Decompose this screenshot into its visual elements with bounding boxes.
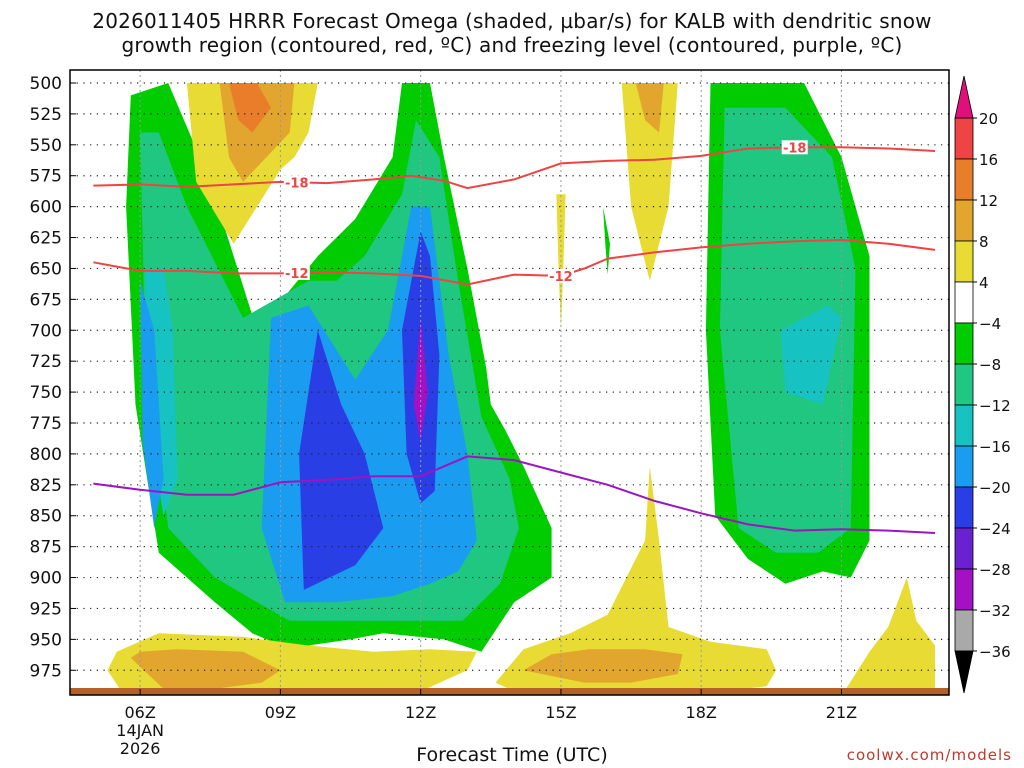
ground-strip [70, 688, 949, 695]
colorbar-band--24-to--20 [954, 486, 974, 529]
contour-label-dgz_top-2: -18 [783, 141, 807, 156]
colorbar-label-3: 8 [979, 233, 989, 251]
omega-region-violet-7 [413, 317, 428, 442]
y-tick-label-925: 925 [30, 599, 62, 619]
colorbar-label-13: −36 [979, 643, 1011, 661]
colorbar-under-arrow [954, 650, 974, 694]
contour-label-bg [283, 265, 310, 280]
colorbar-band--20-to--16 [954, 445, 974, 488]
colorbar-label-6: −8 [979, 356, 1001, 374]
colorbar-band--4-to-4 [954, 281, 974, 324]
chart-title-line-2: growth region (contoured, red, ºC) and f… [121, 33, 903, 57]
colorbar-label-7: −12 [979, 397, 1011, 415]
omega-region-amber-15 [635, 83, 664, 133]
colorbar-band--12-to--8 [954, 363, 974, 406]
y-tick-label-625: 625 [30, 229, 62, 249]
y-tick-label-675: 675 [30, 290, 62, 310]
y-tick-label-700: 700 [30, 321, 62, 341]
x-axis-title: Forecast Time (UTC) [416, 744, 608, 766]
x-tick-label-12Z: 12Z [405, 703, 436, 722]
contour-label-bg [547, 268, 574, 283]
contour-dgz_bottom [93, 238, 936, 286]
omega-region-blue-5 [299, 330, 384, 590]
x-tick-label-21Z: 21Z [826, 703, 857, 722]
y-tick-label-550: 550 [30, 136, 62, 156]
colorbar-band-8-to-12 [954, 199, 974, 242]
y-tick-label-875: 875 [30, 538, 62, 558]
y-tick-label-775: 775 [30, 414, 62, 434]
y-tick-label-600: 600 [30, 198, 62, 218]
y-tick-label-575: 575 [30, 167, 62, 187]
y-tick-label-900: 900 [30, 569, 62, 589]
contour-label-dgz_bottom: -12 [549, 270, 573, 285]
x-tick-label-18Z: 18Z [686, 703, 717, 722]
colorbar-over-arrow [954, 75, 974, 119]
colorbar-label-5: −4 [979, 315, 1001, 333]
colorbar-band--36-to--32 [954, 609, 974, 652]
colorbar-label-2: 12 [979, 192, 998, 210]
omega-region-orange-13 [229, 83, 271, 133]
colorbar-band-4-to-8 [954, 240, 974, 283]
y-tick-label-750: 750 [30, 383, 62, 403]
x-tick-label-15Z: 15Z [545, 703, 576, 722]
y-tick-label-650: 650 [30, 259, 62, 279]
omega-region-yellow-14 [621, 83, 678, 281]
x-tick-sublabel-0: 14JAN [116, 721, 164, 740]
y-tick-label-950: 950 [30, 630, 62, 650]
colorbar-label-0: 20 [979, 110, 998, 128]
y-tick-label-725: 725 [30, 352, 62, 372]
x-tick-label-06Z: 06Z [124, 703, 155, 722]
y-tick-label-800: 800 [30, 445, 62, 465]
colorbar-label-8: −16 [979, 438, 1011, 456]
x-tick-sublabel-1: 2026 [120, 739, 161, 758]
plot-frame [69, 69, 950, 696]
y-tick-label-975: 975 [30, 661, 62, 681]
colorbar-band--16-to--12 [954, 404, 974, 447]
colorbar-band--32-to--28 [954, 568, 974, 611]
omega-region-yellow-16 [556, 194, 566, 331]
contour-label-bg [283, 175, 310, 190]
omega-region-lightblue-3 [140, 280, 164, 529]
colorbar-band--28-to--24 [954, 527, 974, 570]
colorbar-band--8-to--4 [954, 322, 974, 365]
omega-region-yellow-22 [846, 577, 935, 692]
y-tick-label-500: 500 [30, 74, 62, 94]
colorbar-label-1: 16 [979, 151, 998, 169]
colorbar-band-16-to-20 [954, 117, 974, 160]
colorbar-label-11: −28 [979, 561, 1011, 579]
chart-title-line-1: 2026011405 HRRR Forecast Omega (shaded, … [92, 9, 932, 33]
credit-text: coolwx.com/models [846, 746, 1012, 764]
contour-label-dgz_top: -18 [285, 176, 309, 191]
x-tick-label-09Z: 09Z [265, 703, 296, 722]
colorbar-label-4: 4 [979, 274, 989, 292]
colorbar-label-9: −20 [979, 479, 1011, 497]
omega-region-yellow-20 [495, 466, 776, 692]
y-tick-label-850: 850 [30, 507, 62, 527]
colorbar-band-12-to-16 [954, 158, 974, 201]
contour-label-bg [781, 140, 808, 155]
omega-region-amber-19 [130, 649, 281, 692]
contour-freezing_level [93, 455, 936, 534]
colorbar-label-10: −24 [979, 520, 1011, 538]
omega-region-amber-21 [523, 649, 683, 683]
y-tick-label-825: 825 [30, 476, 62, 496]
omega-region-cyan-10 [780, 305, 842, 405]
colorbar-label-12: −32 [979, 602, 1011, 620]
contour-label-dgz_bottom: -12 [285, 267, 309, 282]
y-tick-label-525: 525 [30, 105, 62, 125]
